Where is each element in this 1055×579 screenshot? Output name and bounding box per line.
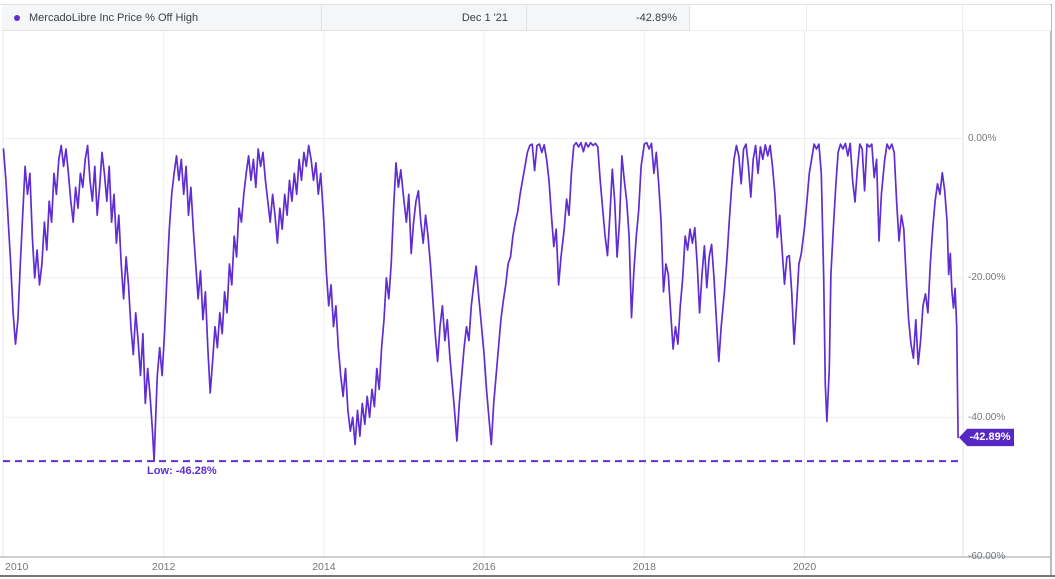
legend-series-label: MercadoLibre Inc Price % Off High: [29, 11, 199, 24]
y-tick-label: -40.00%: [968, 411, 1006, 423]
low-annotation-label: Low: -46.28%: [147, 465, 217, 477]
legend-series-cell[interactable]: MercadoLibre Inc Price % Off High: [2, 5, 322, 31]
bottom-border: [0, 575, 1055, 577]
last-value-badge: -42.89%: [959, 428, 1014, 447]
header-date-label: Dec 1 '21: [461, 11, 508, 24]
x-tick-label: 2014: [312, 561, 336, 573]
x-tick-label: 2012: [152, 561, 176, 573]
y-tick-label: -20.00%: [968, 272, 1006, 284]
x-tick-label: 2010: [5, 561, 29, 573]
top-border: [0, 4, 1051, 5]
y-tick-label: -60.00%: [968, 551, 1006, 563]
legend-header: MercadoLibre Inc Price % Off High Dec 1 …: [2, 5, 1051, 31]
header-empty-cell: [807, 5, 963, 31]
header-value-cell: -42.89%: [527, 5, 690, 31]
header-date-cell: Dec 1 '21: [322, 5, 527, 31]
header-value-label: -42.89%: [636, 11, 677, 24]
legend-dot-icon: [14, 14, 20, 21]
right-border: [1050, 4, 1052, 576]
y-tick-label: 0.00%: [968, 133, 997, 144]
x-tick-label: 2020: [792, 561, 817, 573]
x-tick-label: 2016: [472, 561, 496, 573]
header-empty-cell: [690, 5, 807, 31]
series-line: [2, 141, 959, 462]
header-empty-cell: [963, 5, 1051, 31]
x-tick-label: 2018: [632, 561, 656, 573]
